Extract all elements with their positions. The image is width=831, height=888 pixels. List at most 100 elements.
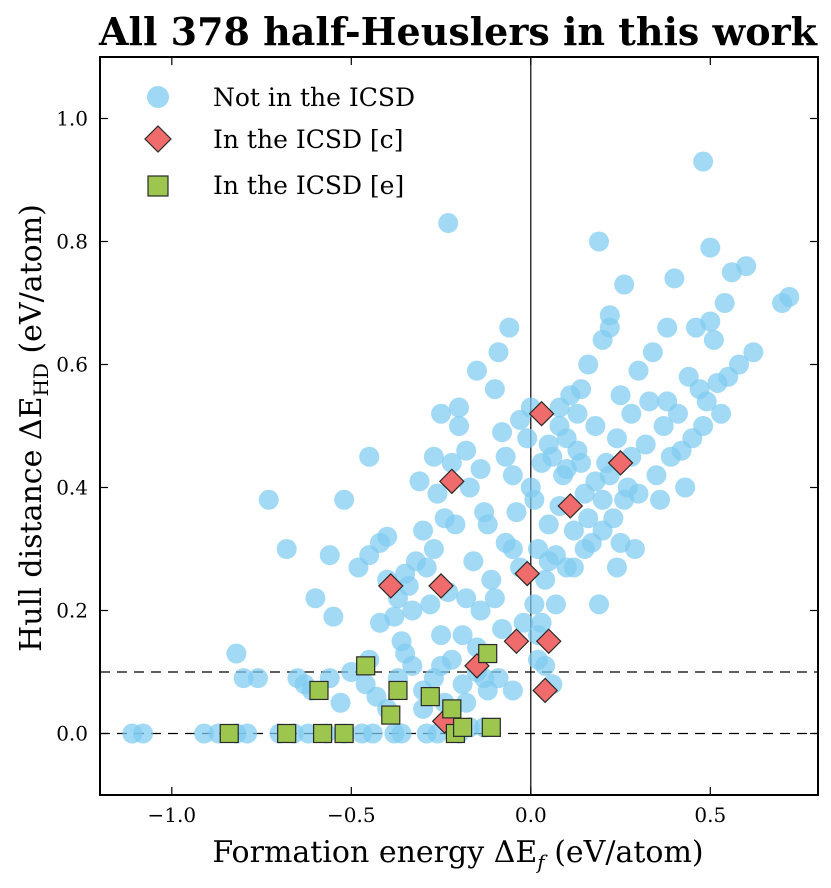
point-not-icsd — [502, 680, 523, 701]
point-not-icsd — [664, 268, 685, 289]
point-not-icsd — [714, 293, 735, 313]
y-axis-label-prefix: Hull distance ΔE — [14, 397, 49, 652]
point-not-icsd — [488, 668, 509, 689]
point-icsd-e — [356, 656, 376, 676]
point-not-icsd — [233, 668, 254, 689]
point-not-icsd — [470, 459, 491, 480]
y-tick-label: 0.8 — [56, 230, 88, 254]
legend-marker-not-icsd — [147, 86, 169, 108]
point-not-icsd — [323, 606, 344, 627]
point-not-icsd — [330, 692, 351, 713]
point-not-icsd — [606, 557, 627, 578]
point-not-icsd — [538, 434, 559, 455]
y-tick-label: 1.0 — [56, 107, 88, 131]
point-not-icsd — [445, 514, 466, 535]
point-not-icsd — [571, 379, 592, 400]
data-points — [122, 151, 800, 744]
point-not-icsd — [578, 508, 599, 529]
point-not-icsd — [226, 643, 247, 664]
point-not-icsd — [431, 403, 452, 424]
point-not-icsd — [466, 360, 487, 381]
point-not-icsd — [563, 520, 584, 541]
point-not-icsd — [682, 428, 703, 449]
point-not-icsd — [441, 452, 462, 473]
point-not-icsd — [743, 342, 764, 363]
point-not-icsd — [520, 477, 541, 498]
y-tick-label: 0.2 — [56, 599, 88, 623]
point-not-icsd — [693, 151, 714, 172]
point-not-icsd — [538, 551, 559, 572]
legend-marker-icsd-e — [147, 175, 169, 197]
point-not-icsd — [492, 422, 513, 443]
point-not-icsd — [592, 520, 613, 541]
point-not-icsd — [606, 428, 627, 449]
point-not-icsd — [402, 600, 423, 621]
point-not-icsd — [370, 532, 391, 553]
point-not-icsd — [585, 416, 606, 436]
point-not-icsd — [517, 428, 538, 449]
plot-frame — [99, 56, 819, 796]
point-icsd-e — [381, 705, 401, 725]
point-not-icsd — [614, 274, 635, 295]
point-not-icsd — [470, 600, 491, 621]
point-icsd-e — [219, 723, 239, 744]
point-not-icsd — [574, 539, 595, 559]
point-not-icsd — [589, 231, 610, 252]
point-icsd-c — [438, 468, 465, 495]
point-not-icsd — [718, 366, 739, 387]
x-tick-label: 0.0 — [515, 803, 547, 827]
x-axis-label-suffix: (eV/atom) — [545, 835, 704, 870]
y-tick-label: 0.6 — [56, 353, 88, 377]
point-icsd-c — [607, 450, 634, 476]
point-not-icsd — [667, 403, 688, 424]
point-not-icsd — [441, 649, 462, 670]
x-tick-label: 0.5 — [694, 803, 726, 827]
point-icsd-e — [277, 723, 297, 744]
y-axis-label-sub: HD — [29, 363, 53, 396]
point-not-icsd — [642, 342, 663, 363]
point-not-icsd — [513, 612, 534, 633]
x-axis-label-prefix: Formation energy ΔE — [212, 835, 537, 870]
point-not-icsd — [653, 416, 674, 436]
point-not-icsd — [384, 606, 405, 627]
point-icsd-c — [428, 573, 454, 599]
point-not-icsd — [610, 385, 631, 406]
point-not-icsd — [276, 539, 297, 559]
point-not-icsd — [646, 465, 667, 486]
point-not-icsd — [703, 329, 724, 350]
point-not-icsd — [571, 452, 592, 473]
point-not-icsd — [484, 588, 505, 609]
point-not-icsd — [610, 532, 631, 553]
point-not-icsd — [319, 545, 340, 566]
point-not-icsd — [510, 409, 531, 430]
point-not-icsd — [431, 625, 452, 646]
point-not-icsd — [334, 489, 355, 510]
chart-title: All 378 half-Heuslers in this work — [98, 9, 818, 54]
point-icsd-e — [312, 723, 333, 744]
point-not-icsd — [133, 723, 154, 744]
point-icsd-e — [442, 699, 462, 719]
x-axis-label: Formation energy ΔEf (eV/atom) — [212, 835, 703, 874]
point-not-icsd — [736, 256, 757, 277]
legend-label-not-icsd: Not in the ICSD — [213, 83, 415, 112]
point-icsd-c — [514, 560, 541, 587]
point-not-icsd — [488, 342, 509, 363]
point-not-icsd — [405, 551, 426, 572]
point-not-icsd — [456, 440, 477, 461]
point-not-icsd — [438, 213, 459, 234]
point-not-icsd — [362, 723, 383, 744]
point-not-icsd — [305, 588, 326, 609]
point-not-icsd — [599, 317, 620, 338]
point-not-icsd — [477, 514, 498, 535]
point-not-icsd — [459, 477, 480, 498]
point-not-icsd — [237, 723, 258, 744]
x-tick-label: −1.0 — [148, 803, 197, 827]
point-not-icsd — [395, 643, 416, 664]
point-not-icsd — [700, 237, 721, 258]
point-not-icsd — [556, 428, 577, 449]
y-tick-label: 0.0 — [56, 722, 88, 746]
legend-label-icsd-e: In the ICSD [e] — [213, 171, 404, 200]
legend: Not in the ICSD In the ICSD [c] In the I… — [144, 83, 415, 200]
point-not-icsd — [391, 723, 412, 744]
